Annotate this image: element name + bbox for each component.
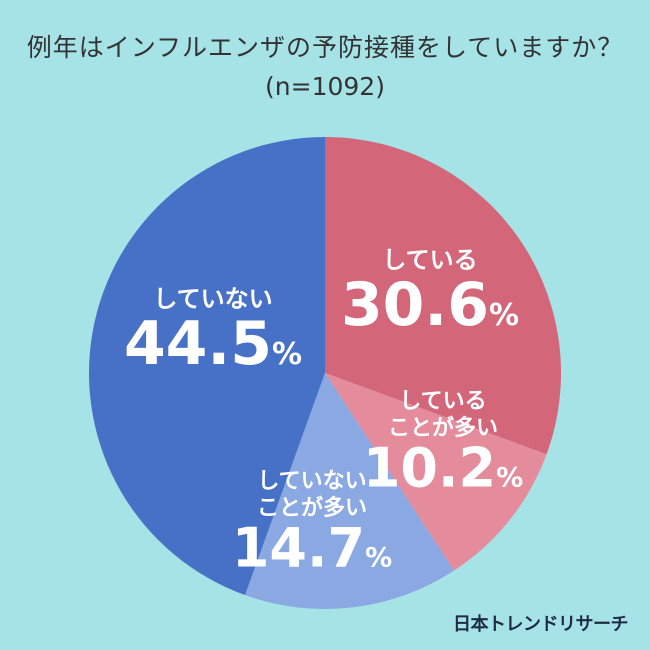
slice-value-unit: % bbox=[365, 542, 392, 573]
chart-title: 例年はインフルエンザの予防接種をしていますか？ bbox=[26, 33, 624, 62]
slice-value-number: 30.6 bbox=[341, 270, 489, 340]
slice-value-text: 14.7% bbox=[232, 516, 392, 579]
slice-category-text: ことが多い bbox=[388, 415, 498, 441]
slice-value-text: 44.5% bbox=[124, 309, 302, 379]
slice-category-text: している bbox=[382, 246, 477, 274]
pie-slice-2 bbox=[325, 373, 547, 571]
pie-slice-3 bbox=[245, 373, 454, 609]
source-credit: 日本トレンドリサーチ bbox=[453, 614, 629, 635]
slice-category-text: していない bbox=[153, 285, 272, 313]
slice-value-number: 44.5 bbox=[124, 309, 272, 379]
slice-category-text: している bbox=[399, 389, 486, 414]
slice-category-text: ことが多い bbox=[257, 495, 367, 521]
slice-value-unit: % bbox=[496, 462, 523, 493]
slice-value-text: 30.6% bbox=[341, 270, 519, 340]
pie-slice-1 bbox=[325, 137, 561, 455]
chart-subtitle: (n=1092) bbox=[265, 72, 385, 101]
slice-value-number: 10.2 bbox=[363, 436, 496, 499]
slice-value-text: 10.2% bbox=[363, 436, 523, 499]
pie-slice-4 bbox=[89, 137, 326, 596]
slice-category-text: していない bbox=[257, 469, 366, 494]
slice-value-unit: % bbox=[489, 298, 519, 333]
slice-value-unit: % bbox=[272, 337, 302, 372]
slice-value-number: 14.7 bbox=[232, 516, 365, 579]
